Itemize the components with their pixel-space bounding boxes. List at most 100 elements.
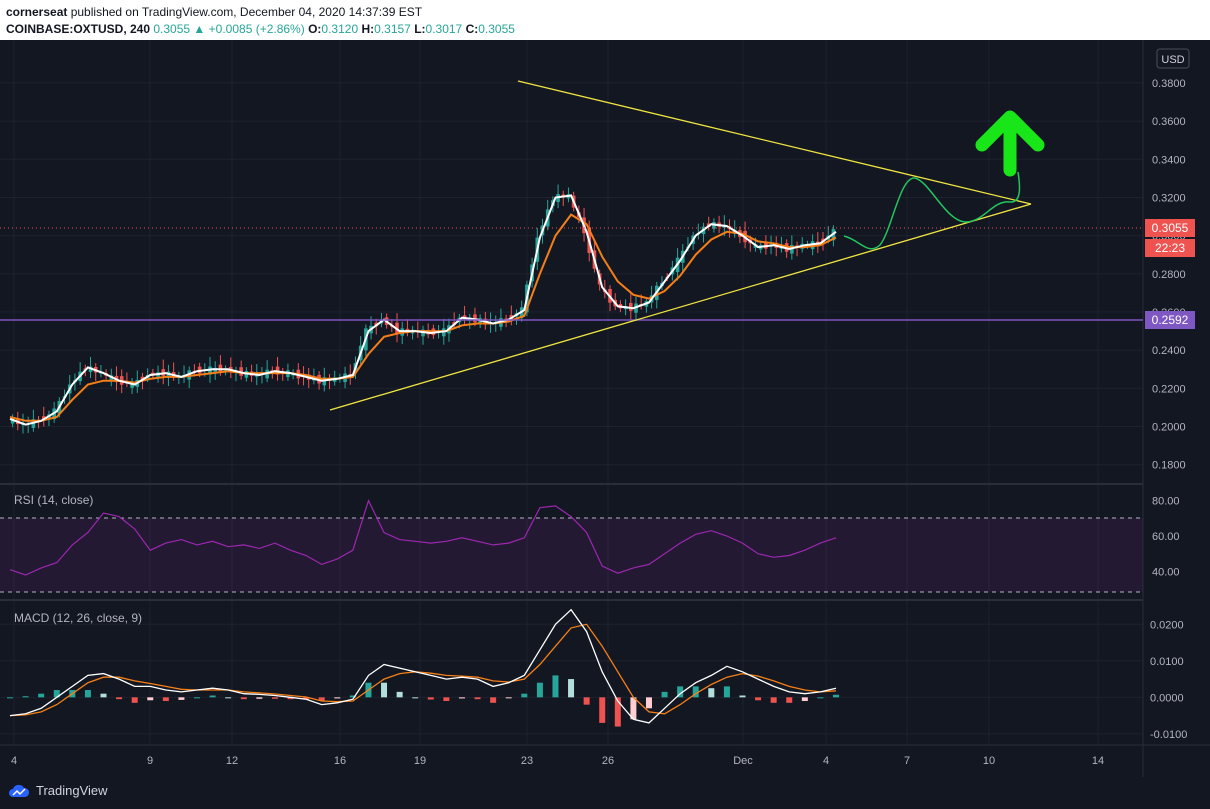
macd-signal-line: [9, 623, 837, 717]
price-tick-label: 0.2400: [1152, 345, 1186, 357]
currency-label: USD: [1161, 54, 1184, 66]
macd-tick-label: 0.0200: [1150, 619, 1184, 631]
close-label: C:: [465, 22, 479, 36]
up-arrow-icon[interactable]: [975, 110, 1045, 177]
time-tick-label: 19: [414, 755, 426, 767]
close-value: 0.3055: [478, 22, 515, 36]
macd-histogram-bar: [303, 697, 310, 700]
time-tick-label: 23: [521, 755, 533, 767]
macd-histogram-bar: [661, 691, 668, 698]
macd-histogram-bar: [723, 686, 730, 698]
low-label: L:: [414, 22, 426, 36]
price-tick-label: 0.1800: [1152, 460, 1186, 472]
publish-info: published on TradingView.com, December 0…: [67, 5, 423, 19]
macd-histogram-bar: [739, 695, 746, 698]
time-tick-label: Dec: [733, 755, 753, 767]
macd-histogram-bar: [645, 697, 652, 709]
triangle-lower-line[interactable]: [329, 203, 1032, 411]
ema-fast-line: [9, 194, 837, 426]
price-tick-label: 0.3800: [1152, 78, 1186, 90]
time-tick-label: 9: [147, 755, 153, 767]
symbol-line: COINBASE:OXTUSD, 240 0.3055 ▲ +0.0085 (+…: [6, 22, 515, 36]
low-value: 0.3017: [425, 22, 463, 36]
macd-histogram-bar: [240, 697, 247, 700]
price-tick-label: 0.3600: [1152, 116, 1186, 128]
tradingview-cloud-icon: [9, 784, 30, 797]
macd-histogram-bar: [443, 697, 450, 701]
tradingview-brand: TradingView: [36, 783, 108, 798]
support-tag-bg: [1145, 311, 1195, 329]
projection-curve[interactable]: [843, 171, 1021, 250]
moving-averages: [9, 194, 837, 426]
price-tick-label: 0.2200: [1152, 383, 1186, 395]
macd-histogram-bar: [209, 695, 216, 698]
macd-histogram-bar: [256, 697, 263, 699]
triangle-upper-line[interactable]: [517, 80, 1032, 205]
macd-histogram-bar: [396, 691, 403, 698]
macd-histogram-bar: [817, 697, 824, 699]
time-tick-label: 4: [823, 755, 829, 767]
macd-histogram-bar: [84, 690, 91, 698]
countdown-tag: 22:23: [1155, 241, 1185, 255]
macd-histogram-bar: [131, 697, 138, 703]
macd-histogram-bar: [194, 697, 201, 699]
macd-histogram-bar: [552, 675, 559, 698]
last-price-tag: 0.3055: [1152, 221, 1189, 235]
macd-histogram-bar: [521, 693, 528, 698]
macd-histogram-bar: [318, 697, 325, 701]
macd-histogram-bar: [770, 697, 777, 703]
rsi-tick-label: 40.00: [1152, 566, 1180, 578]
price-tick-label: 0.3400: [1152, 154, 1186, 166]
macd-title: MACD (12, 26, close, 9): [14, 611, 142, 625]
macd-histogram-bar: [677, 686, 684, 698]
macd-histogram-bar: [287, 697, 294, 700]
macd-histogram-bar: [474, 697, 481, 700]
price-change: +0.0085 (+2.86%): [208, 22, 305, 36]
macd-histogram-bar: [381, 682, 388, 698]
macd-histogram-bar: [53, 690, 60, 698]
macd-histogram-bar: [38, 693, 45, 698]
time-axis[interactable]: 4 9 12 16 19 23 26 Dec 4 7 10 14: [11, 755, 1104, 767]
rsi-band-fill: [0, 518, 1143, 592]
macd-histogram-bar: [568, 679, 575, 698]
macd-histogram-bar: [599, 697, 606, 723]
macd-histogram-bar: [614, 697, 621, 727]
grid: [0, 40, 1143, 745]
macd-histogram-bar: [692, 686, 699, 698]
chart-header: cornerseat published on TradingView.com,…: [0, 0, 1210, 40]
currency-badge[interactable]: [1156, 48, 1190, 69]
macd-histogram-bar: [708, 688, 715, 698]
open-value: 0.3120: [321, 22, 359, 36]
publish-line: cornerseat published on TradingView.com,…: [6, 5, 422, 19]
rsi-tick-label: 80.00: [1152, 496, 1180, 508]
macd-histogram-bar: [178, 697, 185, 700]
macd-line: [9, 608, 837, 724]
last-price-tag-bg: [1145, 219, 1195, 237]
macd-histogram-bar: [7, 697, 13, 699]
up-triangle-icon: ▲: [193, 22, 206, 36]
macd-histogram-bar: [225, 697, 232, 699]
rsi-tick-label: 60.00: [1152, 531, 1180, 543]
macd-histogram-bar: [458, 697, 465, 699]
time-tick-label: 7: [904, 755, 910, 767]
macd-tick-label: 0.0100: [1150, 656, 1184, 668]
macd-histogram-bar: [349, 695, 356, 698]
symbol-name[interactable]: COINBASE:OXTUSD, 240: [6, 22, 151, 36]
tradingview-logo[interactable]: TradingView: [8, 783, 108, 798]
time-tick-label: 26: [602, 755, 614, 767]
macd-histogram-bar: [505, 697, 512, 699]
high-value: 0.3157: [374, 22, 411, 36]
macd-histogram-bar: [162, 697, 169, 701]
rsi-line: [9, 498, 837, 576]
price-tick-label: 0.3200: [1152, 192, 1186, 204]
publisher-name[interactable]: cornerseat: [6, 5, 68, 19]
time-tick-label: 14: [1092, 755, 1104, 767]
macd-histogram-bar: [22, 696, 29, 698]
macd-histogram-bar: [334, 697, 341, 699]
rsi-title: RSI (14, close): [14, 493, 93, 507]
open-label: O:: [308, 22, 322, 36]
macd-histogram-bar: [271, 697, 278, 699]
chart-canvas[interactable]: RSI (14, close) MACD (12, 26, close, 9) …: [0, 0, 1210, 777]
last-price: 0.3055: [153, 22, 191, 36]
time-tick-label: 10: [983, 755, 995, 767]
